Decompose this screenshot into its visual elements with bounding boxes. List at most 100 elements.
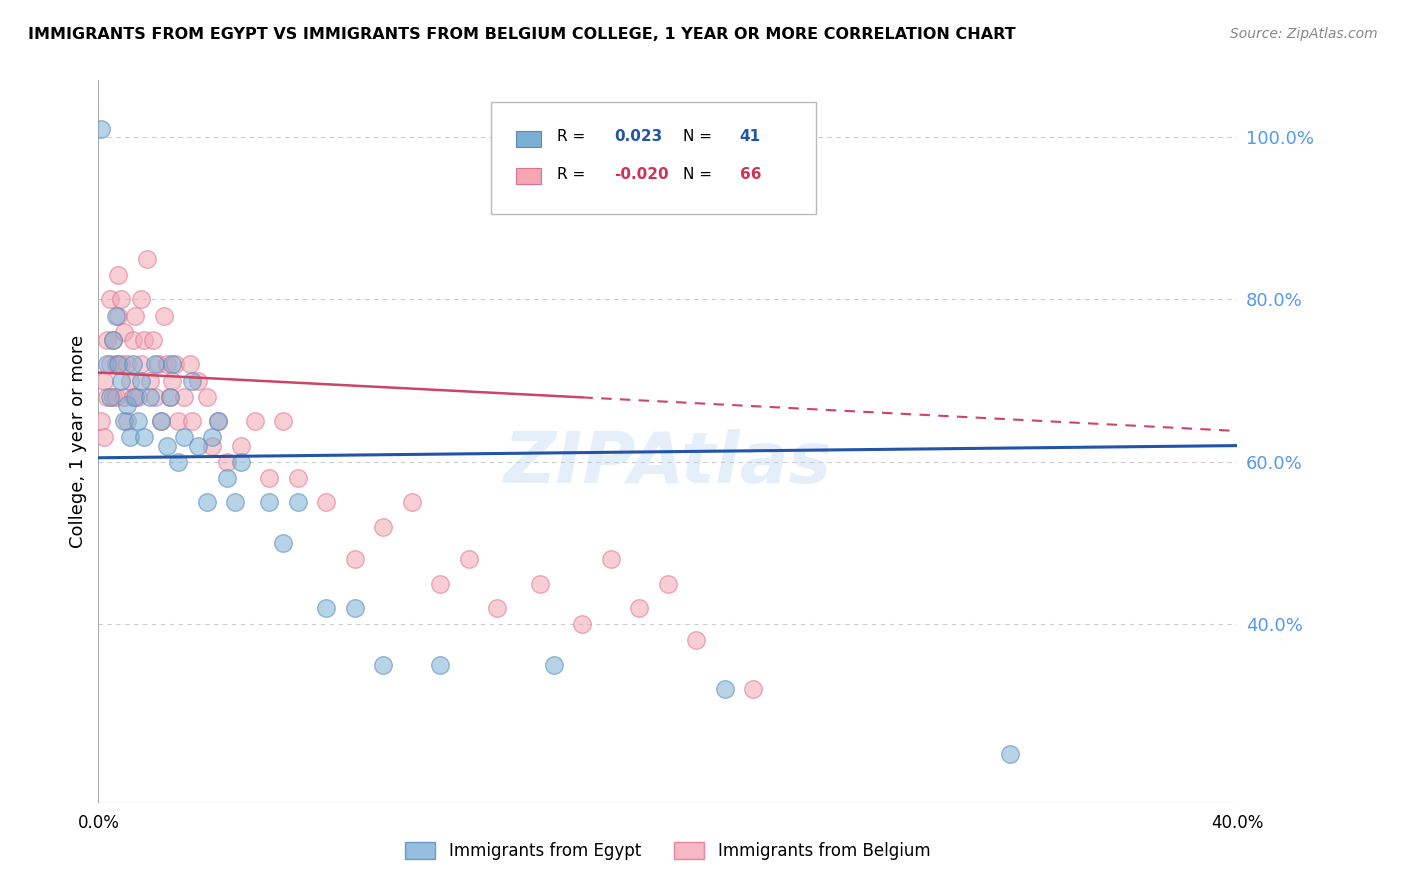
- Point: [195, 495, 218, 509]
- Point: [259, 471, 281, 485]
- Point: [156, 358, 179, 372]
- Point: [104, 358, 127, 372]
- Point: [124, 390, 146, 404]
- Point: [373, 520, 395, 534]
- Point: [156, 439, 179, 453]
- Point: [187, 439, 209, 453]
- Point: [201, 430, 224, 444]
- Text: -0.020: -0.020: [614, 167, 669, 182]
- Point: [127, 414, 149, 428]
- Text: 0.023: 0.023: [614, 129, 662, 145]
- Point: [243, 414, 266, 428]
- Text: 41: 41: [740, 129, 761, 145]
- Point: [343, 601, 366, 615]
- Point: [104, 309, 127, 323]
- Point: [110, 293, 132, 307]
- Point: [162, 358, 184, 372]
- Point: [273, 414, 295, 428]
- Point: [98, 293, 121, 307]
- Point: [148, 358, 170, 372]
- Point: [159, 390, 181, 404]
- Point: [215, 471, 238, 485]
- Point: [229, 455, 252, 469]
- Point: [129, 374, 152, 388]
- Point: [187, 374, 209, 388]
- Point: [543, 657, 565, 672]
- Point: [104, 390, 127, 404]
- Text: IMMIGRANTS FROM EGYPT VS IMMIGRANTS FROM BELGIUM COLLEGE, 1 YEAR OR MORE CORRELA: IMMIGRANTS FROM EGYPT VS IMMIGRANTS FROM…: [28, 27, 1015, 42]
- Text: R =: R =: [557, 129, 586, 145]
- Point: [112, 390, 135, 404]
- Text: R =: R =: [557, 167, 586, 182]
- Point: [129, 358, 152, 372]
- Point: [107, 309, 129, 323]
- Point: [107, 268, 129, 282]
- Text: ZIPAtlas: ZIPAtlas: [503, 429, 832, 498]
- Point: [273, 536, 295, 550]
- Point: [287, 495, 309, 509]
- Point: [343, 552, 366, 566]
- Point: [124, 309, 146, 323]
- Point: [96, 358, 118, 372]
- Point: [101, 333, 124, 347]
- Point: [224, 495, 246, 509]
- Point: [96, 390, 118, 404]
- Point: [98, 390, 121, 404]
- FancyBboxPatch shape: [516, 169, 541, 185]
- Point: [315, 601, 337, 615]
- Text: N =: N =: [683, 167, 711, 182]
- FancyBboxPatch shape: [516, 131, 541, 147]
- Point: [138, 374, 160, 388]
- Point: [110, 374, 132, 388]
- Point: [145, 390, 167, 404]
- FancyBboxPatch shape: [491, 102, 815, 214]
- Point: [118, 430, 141, 444]
- Point: [486, 601, 509, 615]
- Point: [714, 682, 737, 697]
- Point: [90, 414, 112, 428]
- Point: [153, 309, 176, 323]
- Point: [259, 495, 281, 509]
- Point: [742, 682, 765, 697]
- Point: [90, 122, 112, 136]
- Y-axis label: College, 1 year or more: College, 1 year or more: [69, 335, 87, 548]
- Point: [93, 430, 115, 444]
- Point: [401, 495, 423, 509]
- Point: [107, 358, 129, 372]
- Point: [173, 430, 195, 444]
- Point: [429, 657, 451, 672]
- Point: [181, 414, 204, 428]
- Point: [112, 325, 135, 339]
- Point: [998, 747, 1021, 761]
- Point: [685, 633, 707, 648]
- Point: [93, 374, 115, 388]
- Point: [101, 333, 124, 347]
- Point: [115, 358, 138, 372]
- Point: [167, 455, 190, 469]
- Point: [167, 414, 190, 428]
- Point: [571, 617, 593, 632]
- Point: [121, 390, 143, 404]
- Point: [600, 552, 623, 566]
- Point: [181, 374, 204, 388]
- Point: [195, 390, 218, 404]
- Point: [165, 358, 187, 372]
- Point: [112, 414, 135, 428]
- Point: [315, 495, 337, 509]
- Point: [628, 601, 651, 615]
- Point: [98, 358, 121, 372]
- Point: [145, 358, 167, 372]
- Point: [150, 414, 173, 428]
- Point: [207, 414, 229, 428]
- Text: 66: 66: [740, 167, 761, 182]
- Point: [287, 471, 309, 485]
- Point: [129, 293, 152, 307]
- Point: [127, 390, 149, 404]
- Point: [179, 358, 201, 372]
- Legend: Immigrants from Egypt, Immigrants from Belgium: Immigrants from Egypt, Immigrants from B…: [399, 835, 936, 867]
- Point: [150, 414, 173, 428]
- Point: [457, 552, 479, 566]
- Point: [529, 576, 551, 591]
- Point: [132, 333, 155, 347]
- Point: [115, 414, 138, 428]
